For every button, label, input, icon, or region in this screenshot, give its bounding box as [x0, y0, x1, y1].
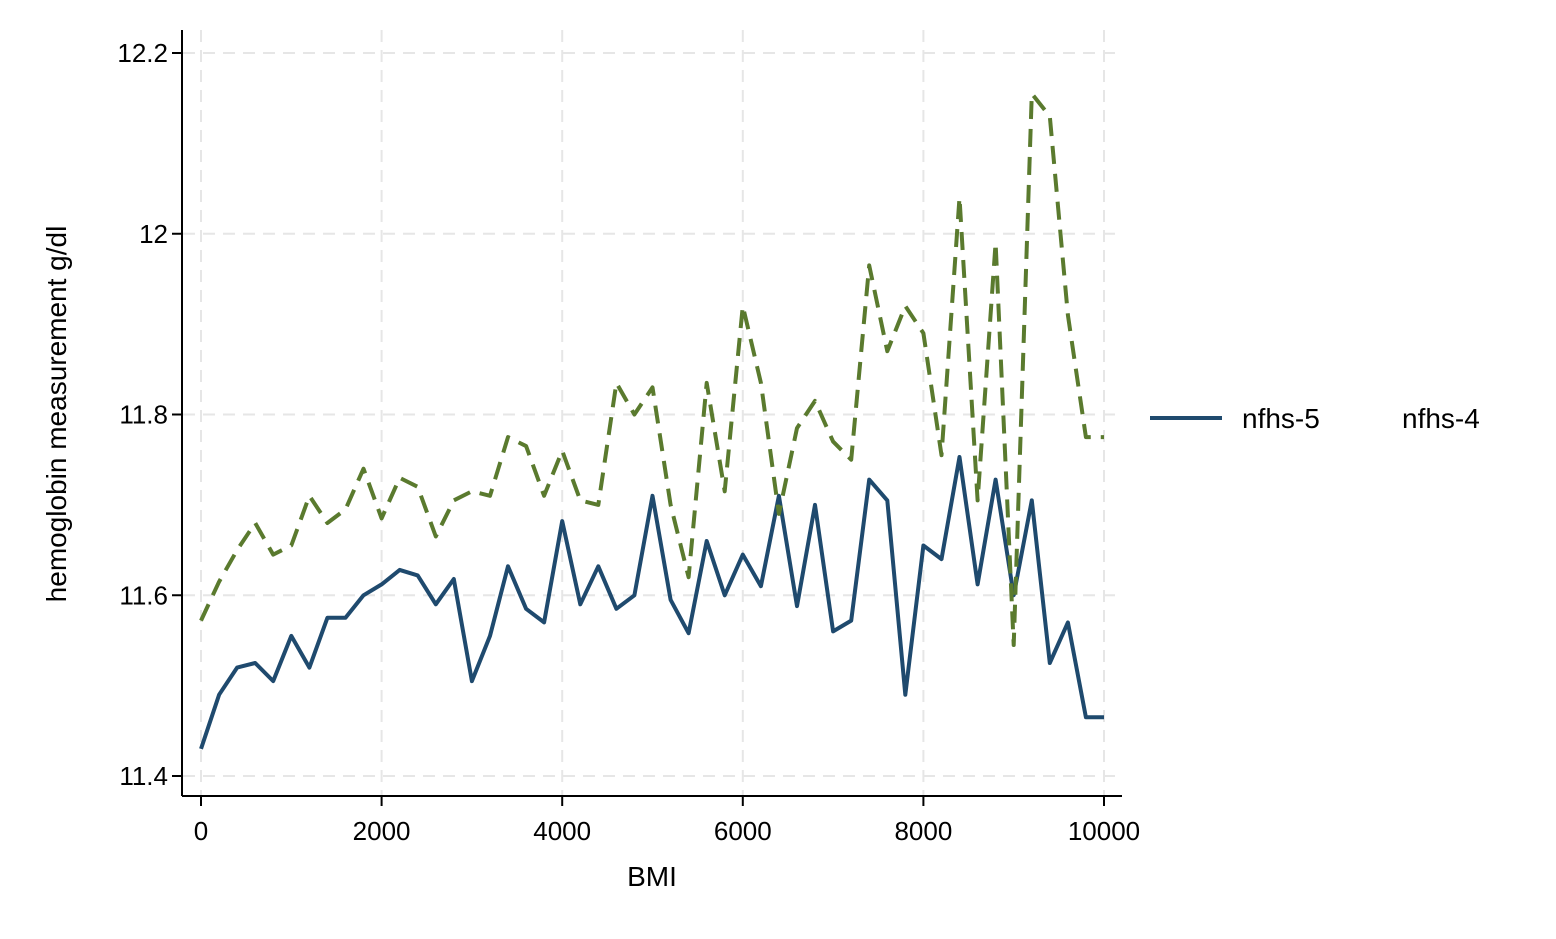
- x-tick-label: 4000: [533, 816, 591, 846]
- y-tick-label: 11.8: [119, 400, 168, 430]
- x-tick-label: 10000: [1068, 816, 1140, 846]
- y-tick-label: 12.2: [117, 38, 168, 68]
- x-tick-label: 6000: [714, 816, 772, 846]
- legend-label-nfhs-5: nfhs-5: [1242, 403, 1320, 434]
- legend-label-nfhs-4: nfhs-4: [1402, 403, 1480, 434]
- series-line-nfhs-4: [199, 91, 1104, 647]
- x-axis-label: BMI: [627, 861, 677, 892]
- x-tick-label: 8000: [894, 816, 952, 846]
- x-tick-label: 0: [194, 816, 208, 846]
- y-tick-label: 11.4: [119, 761, 168, 791]
- grid: [183, 30, 1122, 795]
- axes: 11.4 11.6 11.8 12 12.2 0 2000 4000 6000 8000 10000: [117, 30, 1140, 846]
- y-tick-label: 12: [139, 219, 168, 249]
- y-axis-label: hemoglobin measurement g/dl: [41, 226, 72, 603]
- x-tick-label: 2000: [353, 816, 411, 846]
- y-tick-label: 11.6: [119, 580, 168, 610]
- legend: nfhs-5 nfhs-4: [1150, 403, 1480, 434]
- series-line-nfhs-5: [199, 455, 1104, 750]
- series-lines: [199, 91, 1104, 750]
